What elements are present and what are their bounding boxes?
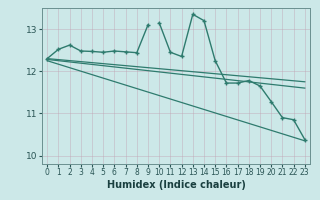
X-axis label: Humidex (Indice chaleur): Humidex (Indice chaleur): [107, 180, 245, 190]
